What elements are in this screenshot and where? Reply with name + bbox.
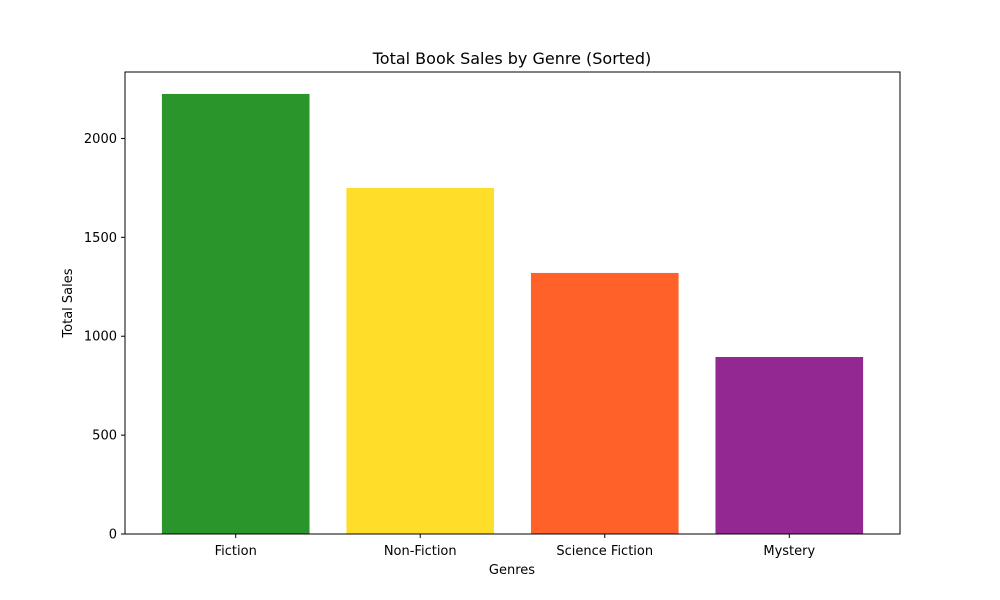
y-tick-label: 500 bbox=[92, 429, 117, 444]
chart-title: Total Book Sales by Genre (Sorted) bbox=[372, 49, 652, 68]
bar-fiction bbox=[161, 93, 310, 534]
y-axis-label: Total Sales bbox=[61, 268, 76, 338]
x-ticks: Fiction Non-Fiction Science Fiction Mystery bbox=[215, 534, 815, 559]
y-tick-label: 2000 bbox=[84, 132, 117, 147]
x-tick-label: Mystery bbox=[763, 544, 815, 559]
x-tick-label: Science Fiction bbox=[556, 544, 653, 559]
x-axis-label: Genres bbox=[489, 563, 535, 578]
y-tick-label: 0 bbox=[109, 528, 117, 543]
bar-science-fiction bbox=[530, 272, 679, 534]
bar-non-fiction bbox=[346, 187, 495, 534]
y-tick-label: 1500 bbox=[84, 231, 117, 246]
bar-mystery bbox=[715, 356, 864, 534]
plot-frame bbox=[124, 71, 901, 535]
x-tick-label: Fiction bbox=[215, 544, 257, 559]
y-ticks: 0 500 1000 1500 2000 bbox=[84, 132, 125, 543]
x-tick-label: Non-Fiction bbox=[384, 544, 457, 559]
bars-group bbox=[161, 93, 864, 534]
y-tick-label: 1000 bbox=[84, 330, 117, 345]
